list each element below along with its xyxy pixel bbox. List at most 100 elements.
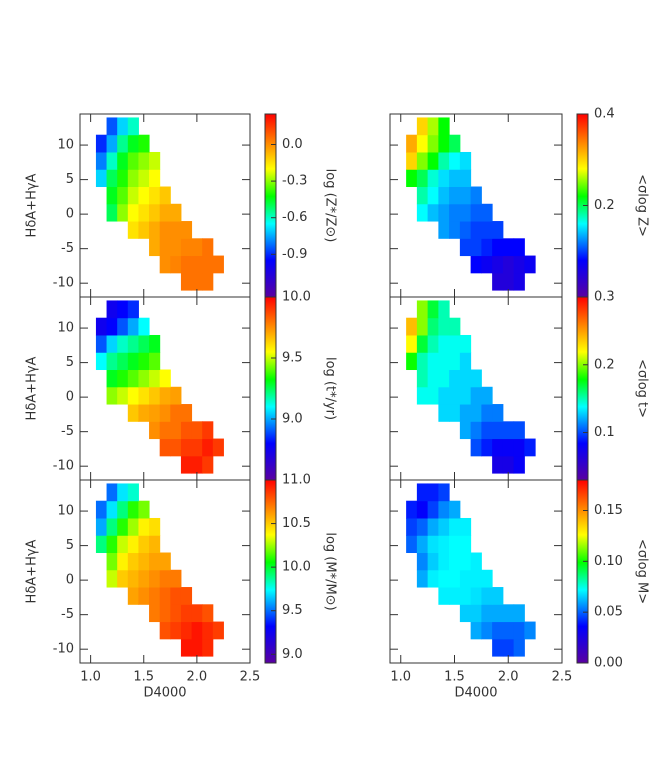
heatmap-cell [438, 134, 450, 153]
heatmap-cell [212, 438, 224, 457]
heatmap-cell [159, 587, 171, 605]
heatmap-cell [459, 604, 472, 623]
heatmap-cell [416, 369, 429, 388]
heatmap-cell [513, 255, 525, 274]
heatmap-cell [459, 421, 472, 440]
heatmap-cell [138, 552, 150, 571]
heatmap-cell [406, 134, 418, 153]
heatmap-cell [438, 352, 450, 371]
heatmap-cell [180, 604, 193, 623]
heatmap-cell [449, 569, 461, 588]
heatmap-cell [191, 638, 203, 657]
heatmap-cell [459, 203, 472, 222]
heatmap-cell [202, 604, 214, 623]
heatmap-cell [106, 569, 118, 588]
heatmap-cell [149, 604, 161, 623]
heatmap-cell [438, 587, 450, 605]
heatmap-cell [481, 604, 493, 623]
heatmap-cell [427, 134, 439, 153]
heatmap-cell [427, 186, 439, 205]
colorbar [264, 479, 277, 664]
y-tick-label: -10 [53, 642, 74, 657]
heatmap-cell [449, 369, 461, 388]
heatmap-cell [202, 455, 214, 474]
panel: -10 -5 0 5 10 HδA+HγA 9.0 9.5 10.0 log (t*/yr) [25, 290, 338, 481]
heatmap-cell [127, 134, 139, 153]
heatmap-cell [149, 369, 161, 388]
heatmap-cell [95, 151, 108, 170]
heatmap-cell [524, 438, 536, 457]
heatmap-cell [449, 203, 461, 222]
heatmap-cell [127, 221, 139, 239]
colorbar-label: log (M*/M⊙) [323, 532, 338, 610]
heatmap-cell [127, 535, 139, 554]
heatmap-cell [470, 221, 482, 239]
heatmap-cell [138, 500, 150, 519]
heatmap-cell [492, 255, 504, 274]
heatmap-cell [513, 421, 525, 440]
heatmap-cell [470, 255, 482, 274]
heatmap-cell [481, 621, 493, 640]
heatmap-cell [449, 334, 461, 353]
heatmap-cell [438, 334, 450, 353]
heatmap-cell [180, 638, 193, 657]
heatmap-cell [470, 386, 482, 405]
heatmap-cell [513, 604, 525, 623]
x-tick-label: 2.0 [498, 670, 519, 685]
heatmap-cell [459, 151, 472, 170]
heatmap-cell [191, 272, 203, 291]
heatmap-cell [106, 500, 118, 519]
heatmap-cell [138, 134, 150, 153]
heatmap-cell [438, 203, 450, 222]
heatmap-cell [470, 369, 482, 388]
heatmap-cell [117, 552, 129, 571]
heatmap-cell [427, 151, 439, 170]
y-tick-label: -5 [61, 424, 74, 439]
panel: 0.2 0.4 <σlog Z> [389, 107, 650, 298]
heatmap-cell [159, 569, 171, 588]
heatmap-cell [170, 604, 182, 623]
heatmap-cell [95, 535, 108, 554]
y-tick-label: 10 [57, 138, 74, 153]
heatmap-cell [449, 535, 461, 554]
heatmap-cell [438, 221, 450, 239]
heatmap-cell [138, 404, 150, 422]
heatmap-cell [180, 404, 193, 422]
heatmap-cell [416, 569, 429, 588]
heatmap-cell [127, 404, 139, 422]
y-axis-label: HδA+HγA [25, 173, 40, 237]
heatmap-cell [406, 517, 418, 536]
heatmap-cell [106, 300, 118, 319]
colorbar [264, 113, 277, 298]
heatmap-cell [117, 369, 129, 388]
y-axis-label: HδA+HγA [25, 539, 40, 603]
heatmap-cell [459, 535, 472, 554]
heatmap-cell [191, 455, 203, 474]
heatmap-cell [191, 255, 203, 274]
heatmap-cell [117, 352, 129, 371]
heatmap-cell [127, 151, 139, 170]
heatmap-cell [470, 203, 482, 222]
heatmap-cell [95, 317, 108, 336]
heatmap-cell [117, 535, 129, 554]
heatmap-cell [191, 238, 203, 257]
heatmap-cell [95, 517, 108, 536]
heatmap-cell [149, 517, 161, 536]
x-axis-label: D4000 [454, 686, 497, 701]
heatmap-cell [202, 438, 214, 457]
heatmap-cell [470, 569, 482, 588]
heatmap-cell [470, 587, 482, 605]
heatmap-cell [459, 221, 472, 239]
heatmap-cell [117, 134, 129, 153]
colorbar-tick-label: 0.4 [594, 107, 615, 122]
heatmap-cell [149, 535, 161, 554]
heatmap-cell [106, 203, 118, 222]
heatmap-cell [416, 151, 429, 170]
heatmap-cell [149, 404, 161, 422]
y-tick-label: 5 [66, 538, 74, 553]
heatmap-cell [127, 552, 139, 571]
heatmap-cell [149, 186, 161, 205]
heatmap-cell [127, 369, 139, 388]
heatmap-cell [170, 386, 182, 405]
